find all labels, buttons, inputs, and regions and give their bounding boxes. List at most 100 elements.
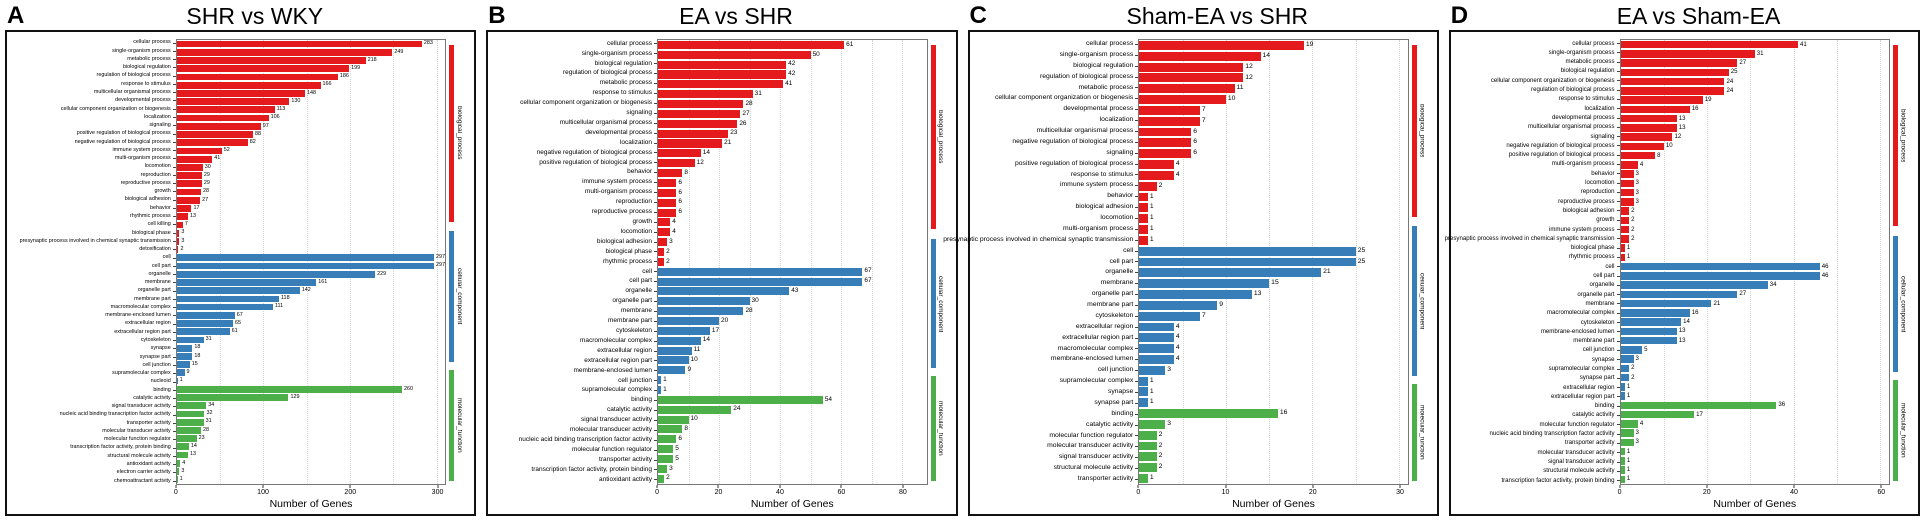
bar-value-label: 2 bbox=[180, 245, 184, 252]
category-label: structural molecule activity bbox=[107, 452, 176, 460]
bar-value-label: 13 bbox=[1678, 327, 1686, 335]
category-label-text: rhythmic process bbox=[603, 257, 653, 265]
category-label: signaling bbox=[1591, 132, 1620, 141]
category-label-text: multicellular organismal process bbox=[1036, 127, 1134, 135]
category-label: signaling bbox=[1106, 148, 1139, 159]
y-tick-mark bbox=[1135, 446, 1139, 448]
bar-value-label: 249 bbox=[394, 48, 404, 55]
bar-row: 4 bbox=[1620, 160, 1889, 169]
bar-value-label: 4 bbox=[1639, 419, 1644, 427]
bar-row: 3 bbox=[1620, 355, 1889, 364]
bar-row: 11 bbox=[1139, 83, 1407, 94]
y-tick-mark bbox=[1135, 478, 1139, 480]
category-label-text: binding bbox=[1111, 409, 1134, 417]
category-label-text: synapse bbox=[1107, 388, 1134, 396]
bar-value-label: 82 bbox=[249, 139, 256, 146]
category-label: developmental process bbox=[1552, 113, 1620, 122]
category-label-text: transporter activity bbox=[599, 455, 653, 463]
bar-cellular_component bbox=[1139, 387, 1148, 397]
category-label: nucleoid bbox=[151, 378, 176, 386]
bar-row: 3 bbox=[1620, 179, 1889, 188]
category-label-text: negative regulation of biological proces… bbox=[1012, 137, 1134, 145]
bar-cellular_component bbox=[658, 385, 662, 395]
bar-row: 186 bbox=[176, 73, 445, 81]
category-label-text: cytoskeleton bbox=[140, 336, 171, 343]
category-label-text: multicellular organismal process bbox=[559, 118, 653, 126]
bar-biological_process bbox=[658, 139, 723, 148]
category-label-text: reproductive process bbox=[1558, 197, 1615, 205]
category-label-text: cell bbox=[642, 267, 653, 275]
bar-molecular_function bbox=[176, 476, 178, 484]
y-tick-mark bbox=[172, 216, 176, 218]
category-label-text: biological adhesion bbox=[1562, 206, 1615, 214]
y-tick-mark bbox=[1616, 164, 1620, 165]
bar-row: 12 bbox=[658, 158, 926, 168]
legend-segment-biological_process: biological_process bbox=[1893, 41, 1916, 230]
category-label-text: positive regulation of biological proces… bbox=[76, 130, 171, 137]
y-tick-mark bbox=[172, 480, 176, 482]
category-label-text: organelle part bbox=[1091, 290, 1134, 298]
category-label: growth bbox=[155, 188, 176, 196]
y-tick-mark bbox=[1616, 322, 1620, 324]
category-label-text: rhythmic process bbox=[1568, 253, 1615, 261]
category-label-text: cellular process bbox=[133, 39, 171, 46]
bar-row: 1 bbox=[1139, 473, 1407, 484]
bar-row: 29 bbox=[176, 171, 445, 180]
y-tick-mark bbox=[654, 152, 658, 154]
category-label-text: response to stimulus bbox=[1558, 95, 1615, 103]
bar-row: 42 bbox=[658, 60, 926, 70]
category-label: reproductive process bbox=[121, 180, 176, 188]
panel-c-title: Sham-EA vs SHR bbox=[1126, 3, 1309, 29]
y-tick-mark bbox=[1135, 250, 1139, 252]
bar-cellular_component bbox=[1620, 383, 1625, 391]
bar-row: 3 bbox=[176, 467, 445, 475]
bar-value-label: 19 bbox=[1305, 41, 1314, 49]
y-axis-category-labels: cellular process single-organism process b… bbox=[943, 39, 1139, 512]
bar-biological_process bbox=[176, 106, 275, 114]
bar-biological_process bbox=[1139, 84, 1235, 94]
y-tick-mark bbox=[1616, 201, 1620, 203]
bar-value-label: 218 bbox=[367, 56, 377, 63]
bar-molecular_function bbox=[176, 435, 197, 442]
panel-b: B EA vs SHR cellular process single-organ… bbox=[481, 0, 962, 520]
category-label: membrane-enclosed lumen bbox=[573, 366, 658, 376]
bar-row: 2 bbox=[1139, 451, 1407, 462]
category-label: rhythmic process bbox=[1569, 253, 1620, 262]
category-legend-strip: biological_process cellular_component mole… bbox=[446, 39, 472, 512]
category-label-text: macromolecular complex bbox=[579, 336, 653, 344]
category-label-text: membrane-enclosed lumen bbox=[1540, 327, 1615, 335]
category-label: membrane-enclosed lumen bbox=[1541, 327, 1620, 336]
bar-value-label: 27 bbox=[742, 109, 750, 117]
bar-row: 27 bbox=[1620, 290, 1889, 299]
bar-stack: 61 50 42 42 41 31 28 27 26 23 21 14 12 8 6 6 6 6 4 4 3 2 2 67 67… bbox=[658, 40, 926, 484]
category-label: organelle part bbox=[138, 287, 176, 295]
y-tick-mark bbox=[1616, 470, 1620, 472]
legend-segment-label: biological_process bbox=[455, 106, 462, 160]
bar-biological_process bbox=[176, 229, 180, 237]
bar-value-label: 29 bbox=[203, 171, 210, 178]
category-label-text: transcription factor activity, protein b… bbox=[531, 465, 653, 473]
category-label: molecular function regulator bbox=[1049, 431, 1139, 442]
category-label-text: transporter activity bbox=[126, 419, 171, 426]
category-label: cell part bbox=[629, 277, 658, 287]
category-label: biological phase bbox=[132, 229, 176, 237]
category-label: extracellular region part bbox=[584, 356, 658, 366]
category-label: electron carrier activity bbox=[117, 469, 176, 477]
category-label-text: localization bbox=[1584, 104, 1615, 112]
category-label-text: biological regulation bbox=[1560, 67, 1615, 75]
y-tick-mark bbox=[1616, 442, 1620, 444]
bar-molecular_function bbox=[1620, 466, 1625, 474]
bar-cellular_component bbox=[176, 369, 185, 377]
bar-row: 2 bbox=[1139, 430, 1407, 441]
bar-value-label: 2 bbox=[1158, 441, 1163, 449]
panel-b-header: B EA vs SHR bbox=[486, 2, 957, 30]
category-label-text: signal transducer activity bbox=[581, 416, 653, 424]
bar-value-label: 23 bbox=[730, 129, 738, 137]
category-label-text: signal transducer activity bbox=[1058, 453, 1134, 461]
bar-value-label: 7 bbox=[1201, 105, 1206, 113]
category-label: organelle part bbox=[612, 297, 658, 307]
bar-row: 14 bbox=[658, 336, 926, 346]
category-label-text: binding bbox=[631, 396, 653, 404]
bar-value-label: 14 bbox=[702, 336, 710, 344]
category-label: supramolecular complex bbox=[112, 370, 176, 378]
